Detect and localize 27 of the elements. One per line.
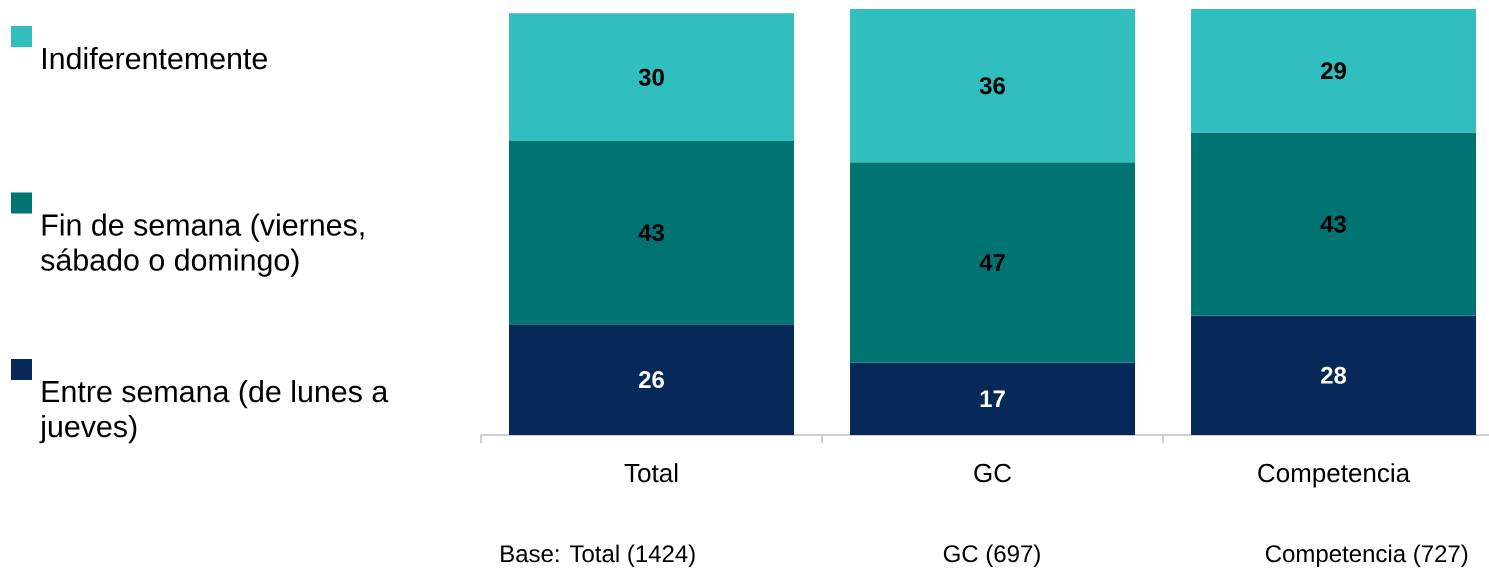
data-label: 28 — [1321, 366, 1347, 384]
legend-label: Indiferentemente — [43, 46, 267, 70]
data-label: 17 — [980, 390, 1005, 408]
data-label: 43 — [1320, 215, 1347, 233]
bar — [509, 141, 795, 325]
bar — [850, 8, 1136, 163]
text: Base: Total (1424) — [501, 544, 695, 567]
data-label: 43 — [638, 224, 664, 242]
bar — [1191, 132, 1477, 316]
bar — [850, 362, 1136, 435]
bar — [1191, 8, 1477, 133]
data-label: 36 — [979, 77, 1005, 95]
legend-label: Entre semana (de lunes a jueves) — [39, 379, 389, 444]
text: GC (697) — [943, 544, 1040, 567]
data-label: 30 — [638, 68, 664, 86]
bar — [850, 162, 1136, 363]
text: Competencia (727) — [1265, 544, 1468, 567]
legend-label: Fin de semana (viernes, sábado o domingo) — [41, 213, 364, 277]
x-tick-label: Total — [624, 463, 678, 483]
data-label: 47 — [979, 254, 1005, 271]
x-tick-label: GC — [974, 463, 1012, 483]
bar — [509, 13, 795, 142]
bar — [509, 324, 795, 435]
data-label: 26 — [638, 371, 664, 389]
bar — [1191, 315, 1477, 435]
data-label: 29 — [1321, 62, 1346, 80]
x-tick-label: Competencia — [1258, 463, 1411, 488]
